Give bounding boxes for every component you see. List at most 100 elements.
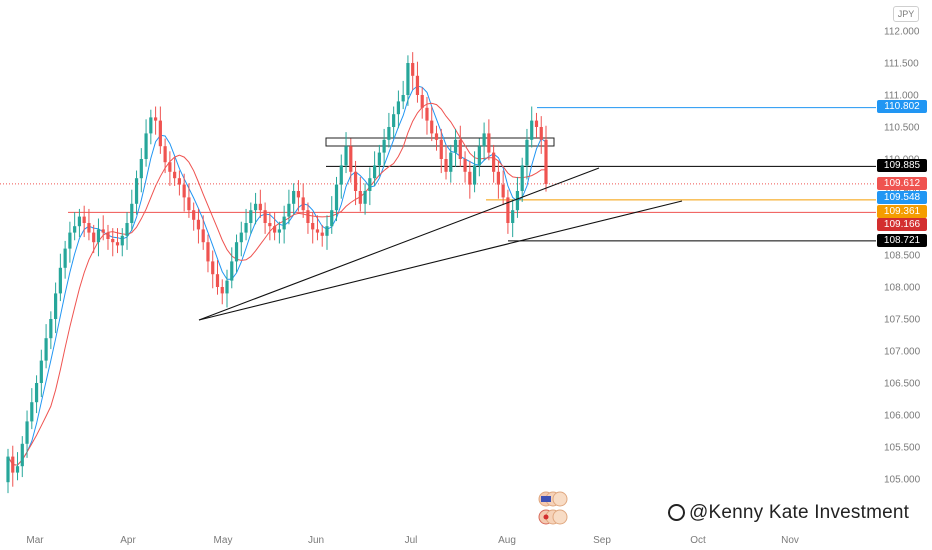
candle-body	[444, 159, 448, 172]
y-tick-label: 105.500	[884, 443, 921, 454]
y-tick-label: 106.000	[884, 411, 921, 422]
candle-body	[25, 421, 29, 444]
candle-body	[44, 338, 48, 361]
candle-body	[11, 456, 15, 473]
candle-body	[54, 293, 58, 319]
candle-body	[68, 232, 72, 249]
x-tick-label: Apr	[120, 535, 136, 546]
moving-average-line	[7, 102, 547, 466]
candle-body	[115, 242, 120, 246]
candle-body	[406, 63, 410, 95]
candle-body	[334, 184, 339, 211]
candle-body	[311, 223, 315, 230]
candle-body	[158, 120, 162, 147]
x-tick-label: Jun	[308, 535, 324, 546]
trendline	[198, 200, 683, 321]
candle-body	[96, 229, 101, 243]
candle-body	[492, 152, 496, 172]
candle-body	[58, 267, 62, 294]
candle-body	[211, 261, 215, 275]
candle-body	[201, 229, 205, 243]
candle-body	[506, 197, 510, 223]
candle-body	[430, 120, 434, 134]
candle-body	[315, 229, 320, 233]
candle-body	[453, 139, 458, 153]
candle-body	[339, 165, 343, 185]
currency-badge[interactable]: JPY	[893, 6, 919, 22]
candle-body	[439, 139, 443, 159]
candle-body	[511, 210, 515, 223]
candle-body	[544, 139, 548, 184]
candle-body	[277, 229, 281, 233]
candle-body	[482, 133, 486, 147]
candle-body	[425, 107, 429, 121]
candle-body	[192, 210, 196, 220]
candle-body	[382, 139, 386, 153]
candle-body	[187, 197, 191, 211]
candle-body	[153, 117, 158, 121]
y-tick-label: 110.500	[884, 123, 920, 134]
y-tick-label: 107.000	[884, 347, 921, 358]
candle-body	[301, 197, 305, 211]
candle-body	[244, 223, 248, 233]
candle-body	[206, 242, 210, 262]
candle-body	[149, 117, 153, 134]
candle-body	[30, 402, 34, 422]
candle-body	[292, 191, 296, 204]
candle-body	[49, 319, 53, 339]
candle-body	[77, 216, 82, 227]
candle-body	[434, 133, 439, 140]
candle-body	[182, 184, 186, 198]
candle-body	[415, 75, 420, 95]
price-tag: 109.548	[877, 191, 927, 204]
candle-body	[501, 184, 505, 198]
candle-body	[392, 114, 396, 127]
y-tick-label: 108.500	[884, 251, 921, 262]
x-tick-label: May	[214, 535, 233, 546]
candle-body	[73, 226, 77, 233]
candle-body	[282, 216, 286, 230]
candle-body	[215, 274, 220, 287]
candle-body	[120, 235, 124, 246]
candle-body	[230, 261, 234, 281]
candle-body	[139, 159, 143, 179]
candle-body	[420, 95, 424, 108]
candle-body	[463, 159, 467, 172]
y-tick-label: 111.500	[884, 59, 919, 70]
price-tag: 110.802	[877, 100, 927, 113]
candle-body	[173, 171, 177, 179]
candle-body	[134, 178, 139, 204]
watermark-text: @Kenny Kate Investment	[689, 502, 910, 523]
y-tick-label: 111.000	[884, 91, 919, 102]
x-tick-label: Jul	[405, 535, 418, 546]
trendlines	[198, 167, 683, 321]
x-tick-label: Sep	[593, 535, 611, 546]
candle-body	[106, 232, 110, 239]
price-tag: 109.885	[877, 159, 927, 172]
y-tick-label: 108.000	[884, 283, 921, 294]
candle-body	[368, 178, 372, 191]
candle-body	[411, 63, 415, 76]
candle-body	[234, 242, 239, 262]
trendline	[198, 167, 600, 321]
price-tag: 109.361	[877, 205, 927, 218]
candle-body	[268, 223, 272, 227]
moving-average-line	[7, 85, 547, 466]
candle-body	[525, 139, 529, 166]
candle-body	[258, 203, 262, 211]
x-tick-label: Aug	[498, 535, 516, 546]
candle-body	[534, 120, 539, 127]
candle-body	[377, 152, 381, 166]
candle-body	[487, 133, 491, 153]
candle-body	[263, 210, 267, 223]
candle-body	[468, 171, 472, 185]
y-axis-ticks: 112.000111.500111.000110.500110.000109.5…	[884, 27, 921, 486]
horizontal-levels	[0, 107, 876, 242]
candle-body	[220, 287, 224, 294]
candle-body	[253, 203, 258, 211]
price-tag: 109.612	[877, 177, 927, 190]
candle-body	[496, 171, 500, 185]
y-tick-label: 106.500	[884, 379, 921, 390]
event-markers[interactable]	[538, 491, 568, 525]
